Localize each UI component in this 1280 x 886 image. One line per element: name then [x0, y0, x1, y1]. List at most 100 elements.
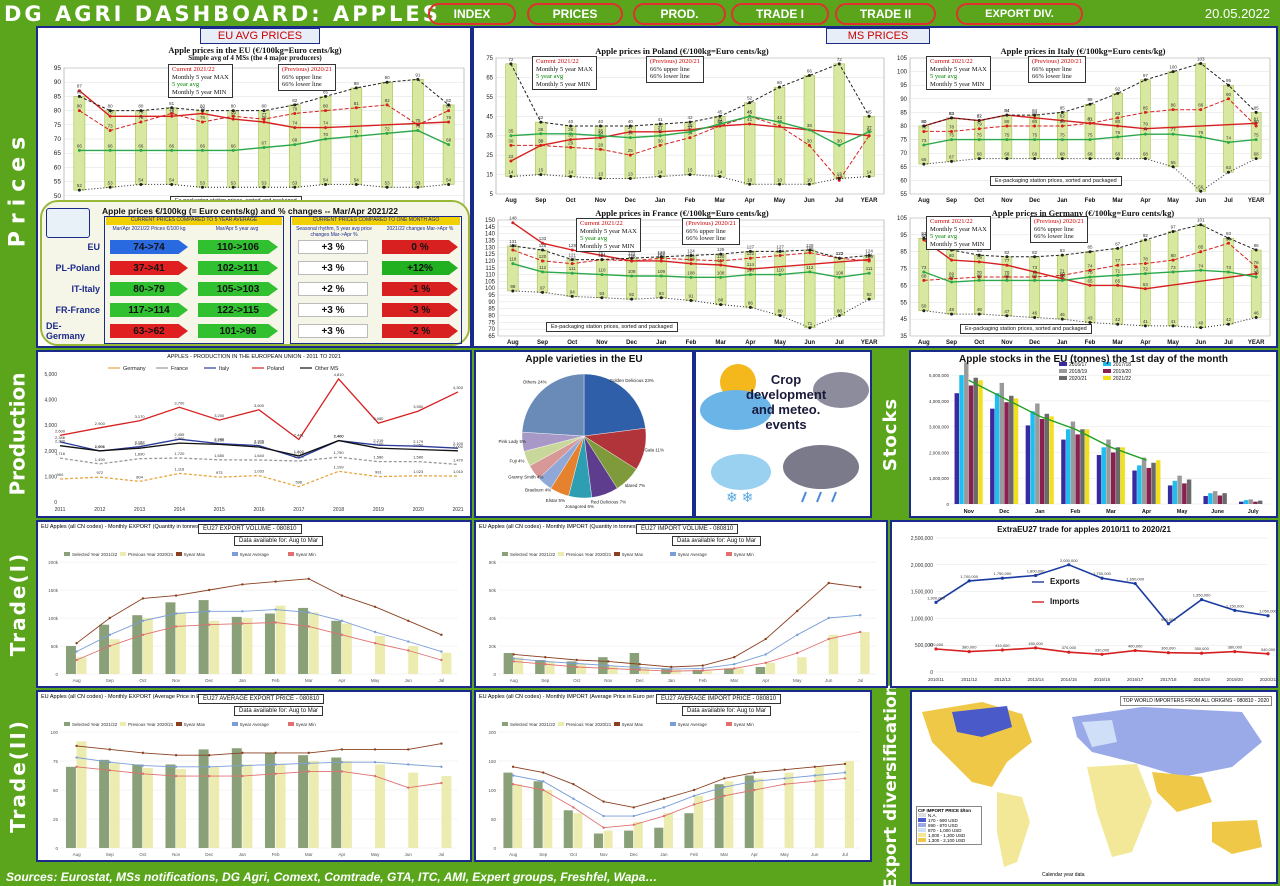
data-point	[141, 597, 145, 600]
data-point	[1005, 124, 1009, 128]
nav-index-button[interactable]: INDEX	[428, 3, 516, 25]
fr-price-legend: Current 2021/22 Monthly 5 year MAX 5 year …	[576, 218, 641, 252]
data-point	[867, 114, 871, 118]
monthly-bar	[545, 661, 555, 674]
nav-trade1-button[interactable]: TRADE I	[731, 3, 829, 25]
table-cell-seasonal: +3 %	[298, 261, 368, 275]
data-label: 131	[509, 239, 517, 244]
data-label: 2,050	[413, 443, 424, 448]
data-label: 596	[295, 480, 302, 485]
monthly-bar	[828, 634, 839, 674]
data-label: 75	[1032, 133, 1038, 138]
sources-footer: Sources: Eurostat, MSs notifications, DG…	[6, 870, 658, 884]
data-label: 40	[717, 119, 723, 124]
y-tick-label: 50	[53, 788, 59, 793]
data-label: 70	[1032, 270, 1038, 275]
data-point	[950, 280, 954, 284]
x-tick-label: May	[1177, 509, 1189, 515]
it-price-svg: 55 60 65 70 75 80 85 90 95 100 105 Aug Sep Oct Nov Dec J…	[897, 56, 1271, 204]
data-point	[416, 123, 420, 127]
data-point	[108, 616, 111, 620]
data-label: 84	[1032, 108, 1038, 113]
y-tick-label: 1,000,000	[929, 476, 950, 481]
x-tick-label: Apr	[1140, 340, 1151, 346]
data-label: 2,000	[95, 444, 106, 449]
data-label: 48	[977, 307, 983, 312]
data-label: 53	[200, 180, 206, 185]
nav-prod-button[interactable]: PROD.	[633, 3, 726, 25]
nav-trade2-button[interactable]: TRADE II	[835, 3, 936, 25]
table-cell-current-price: 80->79	[110, 282, 188, 296]
varieties-pie-svg: Golden Delicious 23% Gala 11% Idared 7% Red…	[499, 373, 664, 509]
data-point	[170, 106, 174, 110]
export-price-panel: EU Apples (all CN codes) - Monthly EXPOR…	[36, 690, 472, 862]
data-point	[764, 653, 767, 656]
data-label: 80	[231, 104, 237, 109]
data-point	[867, 175, 871, 179]
stock-bar	[1156, 460, 1161, 504]
legend-label: Imports	[1050, 597, 1080, 606]
nav-prices-button[interactable]: PRICES	[527, 3, 623, 25]
side-label-stocks: Stocks	[880, 397, 902, 471]
data-label: 45	[747, 109, 753, 114]
data-label: 73	[921, 265, 927, 270]
de-price-svg: 35 45 55 65 75 85 95 105 Aug Sep Oct Nov Dec Jan Feb Ma…	[897, 216, 1271, 346]
data-point	[539, 120, 543, 124]
x-tick-label: Sep	[106, 678, 115, 683]
monthly-bar	[209, 766, 220, 848]
data-point	[733, 663, 736, 666]
data-point	[1060, 138, 1064, 142]
data-point	[544, 660, 547, 663]
pie-label: Gala 11%	[645, 448, 664, 453]
data-label: 109	[628, 269, 636, 274]
data-label: 68	[1032, 273, 1038, 278]
data-label: 97	[1143, 73, 1149, 78]
data-point	[950, 116, 954, 120]
data-label: 76	[200, 115, 206, 120]
weather-panel[interactable]: ❄ ❄ Crop development and meteo. events	[694, 350, 872, 518]
x-tick-label: Mar	[305, 678, 313, 683]
current-trend-line	[968, 379, 1147, 461]
stock-bar	[1096, 455, 1102, 504]
data-label: 121	[568, 253, 576, 258]
data-label: 2,162	[135, 440, 146, 445]
monthly-bar	[633, 821, 643, 848]
data-point	[689, 262, 693, 266]
map-legend: CIF IMPORT PRICE $/ton N.A. 170 - 690 USD…	[916, 806, 982, 845]
x-tick-label: 2014	[174, 507, 185, 513]
data-point	[440, 658, 443, 662]
data-point	[373, 760, 377, 764]
nav-exportdiv-button[interactable]: EXPORT DIV.	[956, 3, 1083, 25]
data-point	[447, 143, 451, 147]
data-point	[1088, 121, 1092, 125]
data-label: 66	[231, 143, 237, 148]
data-label: 90	[385, 75, 391, 80]
stock-bar	[1248, 499, 1253, 504]
data-label: 110	[747, 268, 755, 273]
data-label: 53	[385, 180, 391, 185]
data-label: 76	[261, 115, 267, 120]
y-tick-label: 4,000	[44, 398, 57, 404]
map-legend-item: 870 - 1,000 USD	[918, 828, 980, 833]
data-point	[570, 262, 574, 266]
data-label: 41	[717, 117, 723, 122]
legend-label: 5year Min	[734, 552, 754, 557]
data-point	[719, 263, 723, 267]
pl-price-legend-2: (Previous) 2020/21 66% upper line 66% lowe…	[646, 56, 705, 83]
rain-cloud-icon	[783, 445, 859, 489]
monthly-bar	[724, 781, 734, 848]
data-label: 3,080	[373, 416, 384, 421]
reference-line	[76, 578, 442, 644]
y-tick-label: 80	[488, 314, 495, 320]
weather-label[interactable]: Crop development and meteo. events	[746, 372, 827, 432]
data-label: 108	[687, 270, 695, 275]
data-point	[598, 176, 602, 180]
data-label: 42	[777, 115, 783, 120]
y-tick-label: 5,000	[44, 372, 57, 378]
y-tick-label: 120	[485, 259, 496, 265]
data-label: 85	[1087, 245, 1093, 250]
data-point	[638, 663, 641, 666]
data-label: 82	[385, 98, 391, 103]
y-tick-label: 2,000,000	[929, 450, 950, 455]
data-point	[1171, 108, 1175, 112]
